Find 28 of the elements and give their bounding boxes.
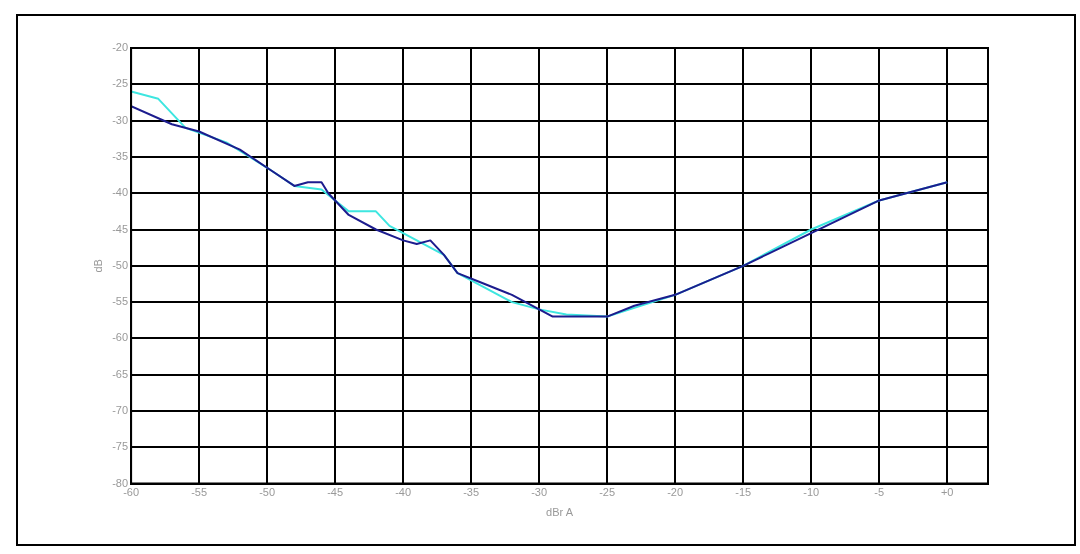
- y-tick-label: -60: [112, 331, 129, 344]
- y-tick-label: -50: [112, 258, 129, 271]
- y-axis-title: dB: [91, 259, 104, 273]
- x-tick-label: -10: [803, 486, 820, 499]
- x-tick-label: -25: [599, 486, 616, 499]
- x-tick-label: -55: [191, 486, 208, 499]
- x-tick-label: -45: [327, 486, 344, 499]
- x-tick-label: +0: [940, 486, 954, 499]
- x-tick-label: -30: [531, 486, 548, 499]
- y-tick-label: -40: [112, 186, 129, 199]
- x-axis-title: dBr A: [546, 506, 574, 519]
- y-tick-label: -35: [112, 149, 129, 162]
- y-tick-label: -75: [112, 440, 129, 453]
- x-tick-label: -60: [123, 486, 140, 499]
- y-tick-label: -30: [112, 113, 129, 126]
- y-tick-label: -20: [112, 41, 129, 54]
- x-tick-label: -50: [259, 486, 276, 499]
- x-tick-label: -15: [735, 486, 752, 499]
- y-tick-label: -55: [112, 295, 129, 308]
- x-tick-label: -20: [667, 486, 684, 499]
- x-tick-label: -35: [463, 486, 480, 499]
- y-tick-label: -70: [112, 404, 129, 417]
- x-tick-label: -40: [395, 486, 412, 499]
- y-tick-label: -80: [112, 476, 129, 489]
- x-tick-label: -5: [874, 486, 885, 499]
- y-tick-label: -65: [112, 367, 129, 380]
- y-tick-label: -45: [112, 222, 129, 235]
- y-tick-label: -25: [112, 77, 129, 90]
